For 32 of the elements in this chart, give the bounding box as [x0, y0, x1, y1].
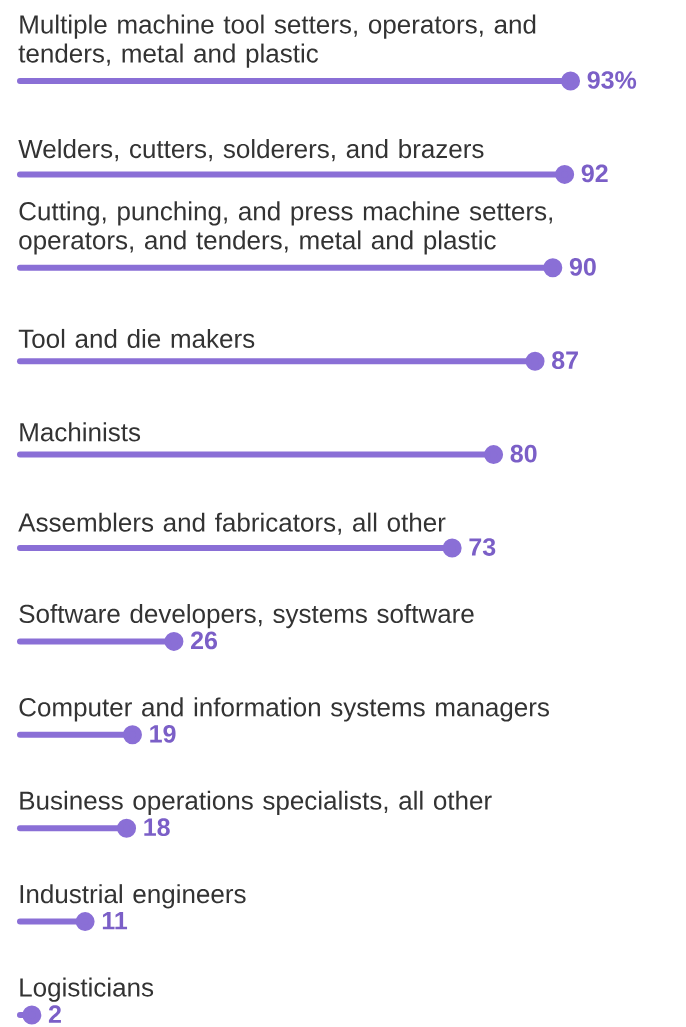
- y-tick-label: Tool and die makers: [18, 328, 255, 348]
- y-tick-label: Industrial engineers: [20, 884, 246, 909]
- y-tick-label: Assemblers and fabricators, all other: [18, 512, 446, 535]
- data-label: 2: [48, 1005, 61, 1023]
- data-label: 80: [510, 444, 537, 463]
- data-label: 87: [552, 351, 578, 370]
- data-label: 11: [102, 912, 128, 930]
- data-label: 73: [469, 538, 496, 556]
- point: [561, 71, 581, 91]
- point: [164, 631, 184, 651]
- y-tick-label: Software developers, systems software: [19, 603, 474, 629]
- y-tick-label: Cutting, punching, and press machine setters, operators, and tenders, metal and plastic: [19, 201, 552, 255]
- y-tick-label: Welders, cutters, solderers, and brazers: [18, 139, 484, 162]
- point: [525, 351, 545, 371]
- point: [543, 258, 563, 278]
- point: [117, 818, 137, 838]
- point: [75, 912, 95, 932]
- y-tick-label: Machinists: [20, 422, 141, 442]
- y-tick-label: Logisticians: [20, 977, 154, 1002]
- y-tick-label: Business operations specialists, all other: [20, 790, 492, 816]
- data-label: 92: [581, 164, 608, 183]
- data-label: 93%: [587, 71, 637, 89]
- y-tick-label: Multiple machine tool setters, operators, and tenders, metal and plastic: [18, 14, 536, 68]
- point: [442, 538, 462, 558]
- data-label: 26: [190, 631, 218, 650]
- point: [122, 725, 142, 745]
- data-label: 19: [150, 724, 176, 743]
- point: [484, 445, 504, 465]
- y-tick-label: Computer and information systems managers: [19, 697, 549, 722]
- data-label: 18: [144, 818, 170, 837]
- point: [555, 164, 575, 184]
- data-label: 90: [569, 257, 596, 276]
